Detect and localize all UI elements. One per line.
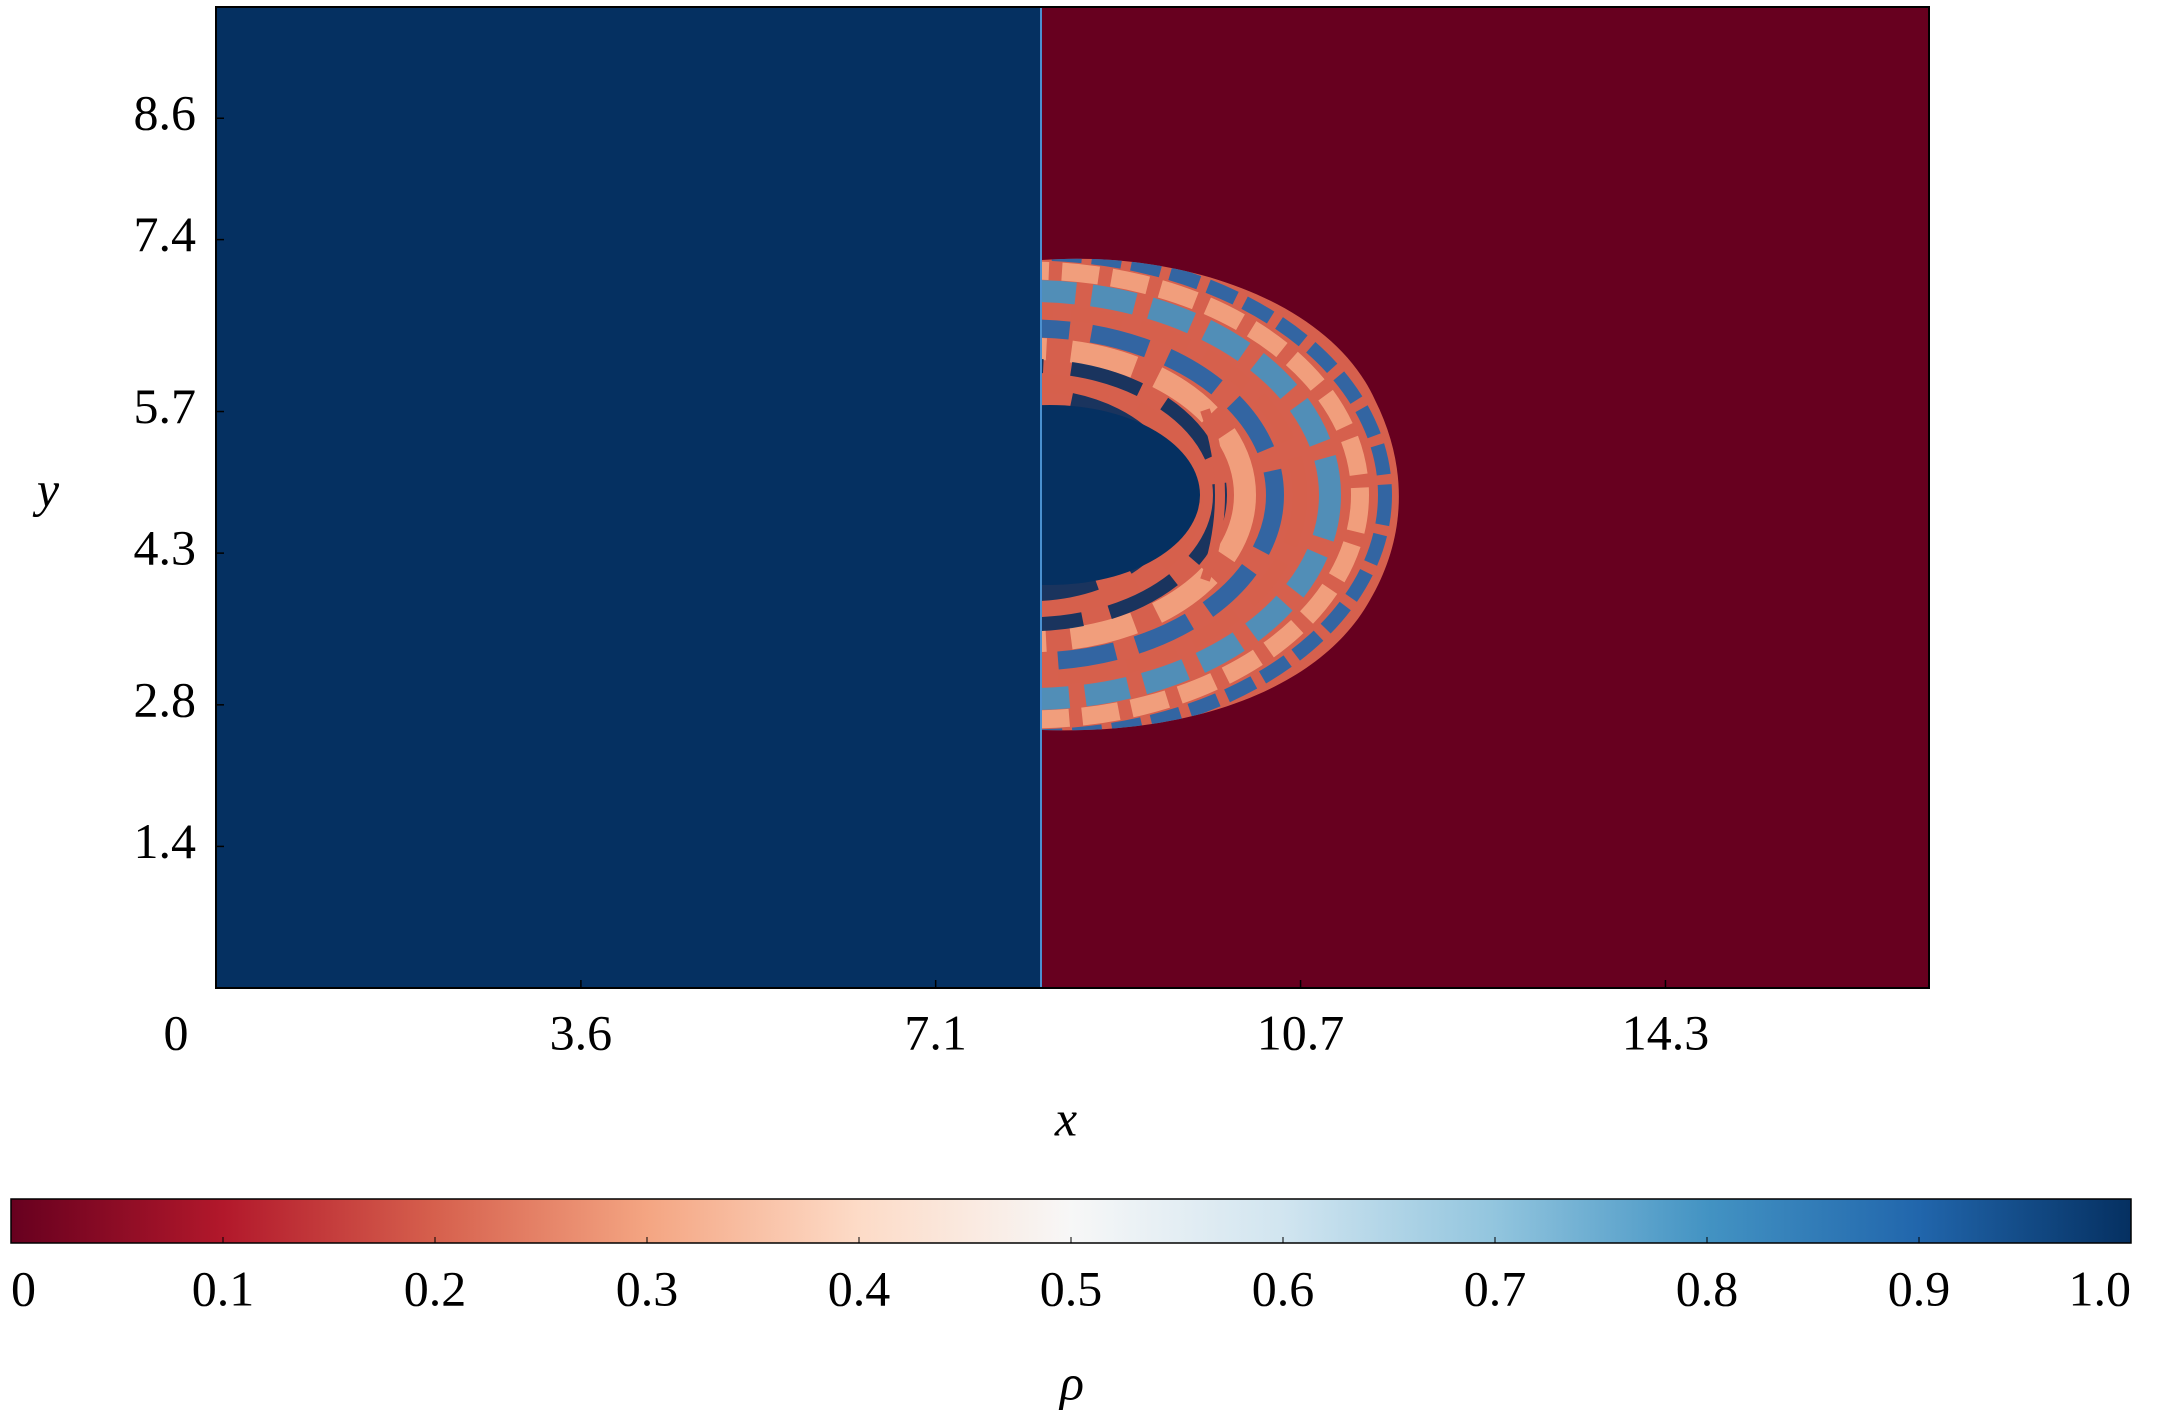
mixing-ring [1042,304,1307,686]
colorbar [10,1198,2132,1244]
mixing-ring [1042,261,1369,729]
mixing-ring [1042,280,1341,710]
colorbar-tick-label: 0.9 [1888,1260,1951,1316]
x-tick-label: 7.1 [904,1004,967,1060]
y-tick-label: 4.3 [134,520,197,576]
mixing-ring [1042,258,1392,731]
y-axis-label: y [32,461,60,517]
x-tick-label: 10.7 [1257,1004,1345,1060]
mixing-ring [1042,319,1284,671]
field-region [216,7,1042,988]
colorbar-tick-label: 0.5 [1040,1260,1103,1316]
colorbar-tick-label: 0.6 [1252,1260,1315,1316]
x-tick-label: 3.6 [550,1004,613,1060]
y-tick-label: 5.7 [134,378,197,434]
colorbar-label: ρ [1058,1354,1084,1410]
colorbar-tick-label: 0 [11,1260,36,1316]
plot-frame [215,6,1930,989]
y-tick-label: 1.4 [134,813,197,869]
y-tick-label: 7.4 [134,206,197,262]
y-tick-label: 2.8 [134,671,197,727]
field [216,7,1929,988]
x-tick-label: 0 [164,1004,189,1060]
colorbar-tick-label: 0.8 [1676,1260,1739,1316]
mixing-core [1042,405,1200,585]
colorbar-tick-label: 0.1 [192,1260,255,1316]
x-axis-label: x [1054,1090,1077,1146]
y-tick-label: 8.6 [134,85,197,141]
colorbar-tick-label: 0.2 [404,1260,467,1316]
colorbar-tick-label: 1.0 [2069,1260,2132,1316]
x-tick-label: 14.3 [1622,1004,1710,1060]
colorbar-tick-label: 0.3 [616,1260,679,1316]
colorbar-tick-label: 0.4 [828,1260,891,1316]
colorbar-tick-label: 0.7 [1464,1260,1527,1316]
mixing-arc [1200,408,1225,582]
mixing-ring [1042,337,1256,653]
